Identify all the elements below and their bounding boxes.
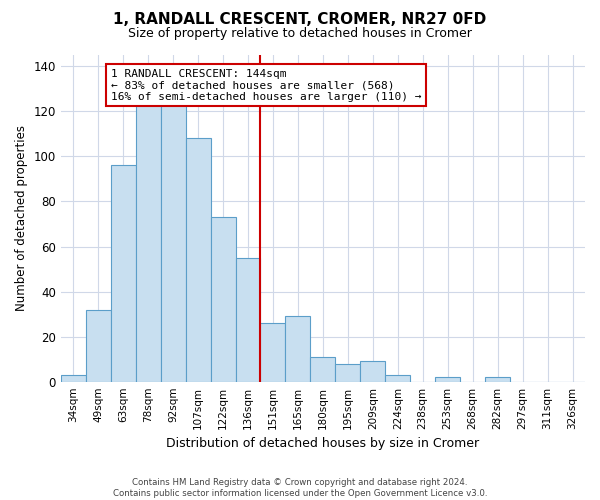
Bar	[385, 375, 410, 382]
Bar	[286, 316, 310, 382]
Bar	[310, 357, 335, 382]
Text: 1 RANDALL CRESCENT: 144sqm
← 83% of detached houses are smaller (568)
16% of sem: 1 RANDALL CRESCENT: 144sqm ← 83% of deta…	[111, 68, 421, 102]
Bar	[136, 84, 161, 382]
Bar	[86, 310, 111, 382]
Bar	[236, 258, 260, 382]
X-axis label: Distribution of detached houses by size in Cromer: Distribution of detached houses by size …	[166, 437, 479, 450]
Bar	[161, 84, 185, 382]
Bar	[335, 364, 361, 382]
Bar	[185, 138, 211, 382]
Text: Contains HM Land Registry data © Crown copyright and database right 2024.
Contai: Contains HM Land Registry data © Crown c…	[113, 478, 487, 498]
Bar	[485, 377, 510, 382]
Y-axis label: Number of detached properties: Number of detached properties	[15, 126, 28, 312]
Bar	[61, 375, 86, 382]
Text: 1, RANDALL CRESCENT, CROMER, NR27 0FD: 1, RANDALL CRESCENT, CROMER, NR27 0FD	[113, 12, 487, 28]
Bar	[361, 362, 385, 382]
Bar	[260, 323, 286, 382]
Bar	[435, 377, 460, 382]
Text: Size of property relative to detached houses in Cromer: Size of property relative to detached ho…	[128, 28, 472, 40]
Bar	[211, 217, 236, 382]
Bar	[111, 166, 136, 382]
